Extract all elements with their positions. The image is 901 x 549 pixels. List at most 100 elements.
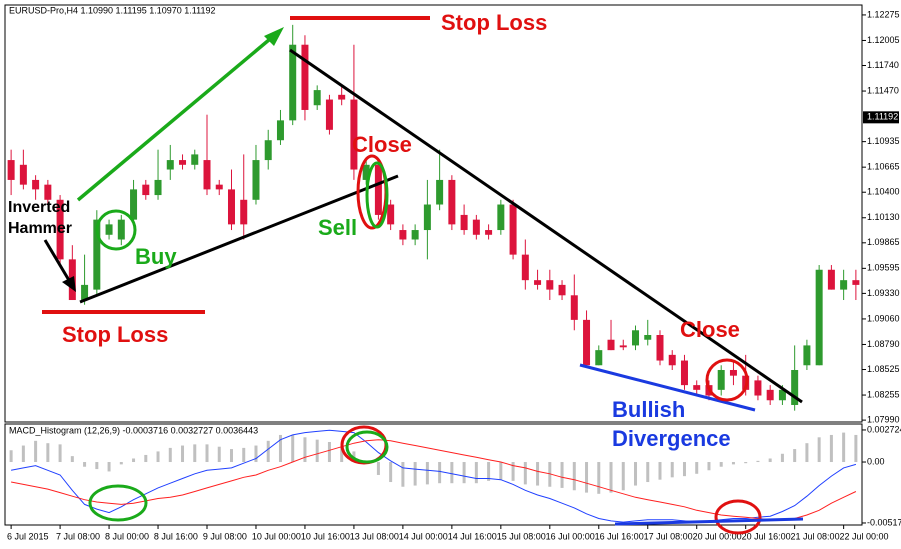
y-tick-label: 1.10935 — [867, 136, 900, 146]
candle-body — [632, 330, 640, 346]
histogram-bar — [707, 462, 711, 471]
candle-body — [778, 389, 786, 401]
candle-body — [19, 164, 27, 185]
histogram-bar — [793, 449, 797, 463]
candle-body — [44, 184, 52, 200]
histogram-bar — [9, 450, 13, 463]
histogram-bar — [499, 462, 503, 480]
histogram-bar — [229, 449, 233, 463]
candle-body — [791, 369, 799, 405]
histogram-bar — [523, 462, 527, 485]
x-tick-label: 16 Jul 16:00 — [595, 531, 644, 541]
candle-body — [472, 219, 480, 235]
annotation: Close — [680, 317, 740, 342]
histogram-bar — [119, 462, 123, 465]
candle-body — [166, 160, 174, 170]
macd-circle — [88, 484, 148, 522]
candle-body — [423, 204, 431, 231]
sell-circle — [365, 161, 389, 229]
candle-body — [656, 335, 664, 361]
histogram-bar — [107, 462, 111, 472]
macd-panel — [4, 423, 863, 526]
histogram-bar — [425, 462, 429, 485]
y-tick-label: 1.08525 — [867, 364, 900, 374]
x-tick-label: 10 Jul 00:00 — [252, 531, 301, 541]
histogram-bar — [646, 462, 650, 483]
annotation: Hammer — [8, 220, 72, 237]
histogram-bar — [181, 445, 185, 463]
candle-body — [668, 354, 676, 366]
histogram-bar — [585, 462, 589, 493]
histogram-bar — [450, 462, 454, 484]
histogram-bar — [303, 437, 307, 463]
marks: 1.12275 1.12005 1.11740 1.11470 1.10935 1.106… — [7, 9, 901, 541]
candle-body — [485, 230, 493, 235]
histogram-bar — [462, 462, 466, 484]
histogram-bar — [193, 444, 197, 463]
annotation: Stop Loss — [62, 322, 168, 347]
histogram-bar — [278, 434, 282, 463]
candle-body — [276, 120, 284, 141]
y-tick-label: 1.10130 — [867, 212, 900, 222]
histogram-bar — [376, 462, 380, 475]
candle-body — [325, 99, 333, 130]
histogram-bar — [842, 432, 846, 463]
x-tick-label: 22 Jul 00:00 — [840, 531, 889, 541]
trend-line — [79, 174, 399, 304]
y-tick-label: 1.11740 — [867, 60, 899, 70]
candle-body — [607, 339, 615, 351]
candle-body — [130, 189, 138, 220]
y-tick-label: 1.07990 — [867, 414, 900, 424]
candle-body — [411, 230, 419, 240]
x-tick-label: 8 Jul 00:00 — [105, 531, 149, 541]
x-tick-label: 20 Jul 16:00 — [742, 531, 791, 541]
candle-body — [570, 295, 578, 320]
y-tick-label: 1.12005 — [867, 35, 900, 45]
annotation: Sell — [318, 215, 357, 240]
candle-body — [827, 269, 835, 290]
histogram-bar — [327, 442, 331, 463]
trend-line — [289, 48, 803, 404]
histogram-bar — [168, 447, 172, 463]
histogram-bar — [854, 434, 858, 463]
y-tick-label: 1.09330 — [867, 288, 900, 298]
candle-body — [546, 280, 554, 290]
annotations: Stop Loss Stop Loss Inverted Hammer Buy … — [8, 10, 804, 535]
candle-body — [203, 160, 211, 190]
histogram-bar — [266, 440, 270, 463]
candle-body — [619, 345, 627, 348]
histogram-bar — [438, 462, 442, 484]
candle-body — [803, 345, 811, 366]
candle-body — [252, 160, 260, 200]
candle-body — [558, 284, 566, 296]
candle-body — [680, 360, 688, 386]
candle-body — [815, 269, 823, 366]
candle-body — [32, 179, 40, 190]
x-tick-label: 6 Jul 2015 — [7, 531, 49, 541]
x-tick-label: 15 Jul 08:00 — [497, 531, 546, 541]
y-tick-label: 1.12275 — [867, 9, 900, 19]
annotation: Close — [352, 132, 412, 157]
arrow-head — [62, 276, 76, 292]
histogram-bar — [95, 462, 99, 470]
price-title: EURUSD-Pro,H4 1.10990 1.11195 1.10970 1.… — [9, 5, 215, 15]
histogram-bar — [474, 462, 478, 484]
candle-body — [191, 154, 199, 165]
y-tick-label: 1.09595 — [867, 263, 900, 273]
candle-body — [387, 204, 395, 225]
hammer-arrow — [43, 239, 72, 283]
y-tick-label: 1.10400 — [867, 187, 900, 197]
annotation: Stop Loss — [441, 10, 547, 35]
y-tick-label: 1.09865 — [867, 237, 900, 247]
candle-body — [729, 369, 737, 376]
candle-body — [374, 164, 382, 215]
y-tick-label: 1.09060 — [867, 313, 900, 323]
candle-body — [754, 380, 762, 396]
annotation: Divergence — [612, 426, 731, 451]
trend-arrow — [76, 32, 278, 202]
x-tick-label: 20 Jul 00:00 — [693, 531, 742, 541]
candle-body — [717, 369, 725, 390]
candle-body — [81, 284, 89, 301]
histogram-bar — [315, 439, 319, 463]
